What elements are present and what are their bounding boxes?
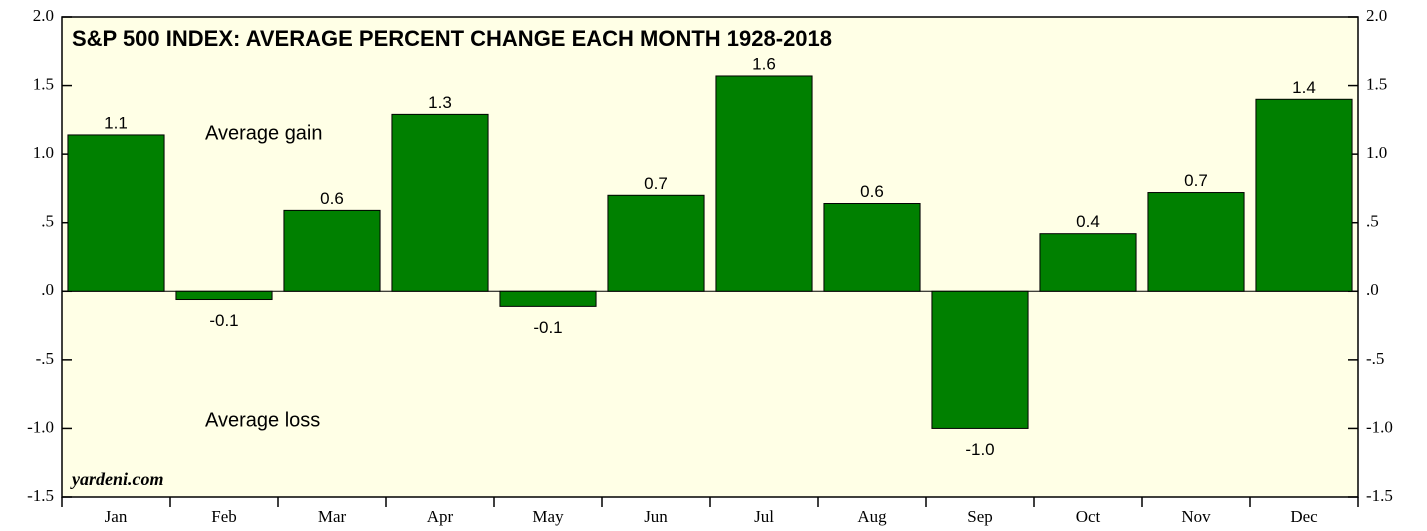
annotation: Average gain (205, 122, 323, 144)
y-tick-label: -.5 (36, 349, 54, 368)
y2-tick-label: 1.5 (1366, 74, 1387, 93)
value-label: -0.1 (533, 318, 562, 337)
bar (607, 194, 705, 292)
y2-tick-label: .5 (1366, 212, 1379, 231)
y2-tick-label: 2.0 (1366, 6, 1387, 25)
x-tick-label: Jan (105, 507, 128, 526)
annotation: Average loss (205, 409, 320, 431)
y-tick-label: 1.0 (33, 143, 54, 162)
y-tick-label: .0 (41, 280, 54, 299)
y2-tick-label: -1.5 (1366, 486, 1393, 505)
bar (823, 203, 921, 292)
x-tick-label: Aug (857, 507, 887, 526)
source: yardeni.com (70, 469, 164, 489)
y-tick-label: -1.0 (27, 417, 54, 436)
y2-tick-label: -.5 (1366, 349, 1384, 368)
x-tick-label: Jun (644, 507, 668, 526)
bar (283, 209, 381, 292)
value-label: 0.6 (860, 182, 884, 201)
bar (1255, 98, 1353, 292)
bar (499, 290, 597, 307)
bar (931, 290, 1029, 429)
x-tick-label: Dec (1290, 507, 1318, 526)
y-tick-label: .5 (41, 212, 54, 231)
chart-title: S&P 500 INDEX: AVERAGE PERCENT CHANGE EA… (72, 26, 832, 51)
bar (67, 134, 165, 292)
x-tick-label: Sep (967, 507, 993, 526)
value-label: 1.1 (104, 113, 128, 132)
y2-tick-label: .0 (1366, 280, 1379, 299)
plot-area (61, 16, 1359, 498)
x-tick-label: Apr (427, 507, 454, 526)
x-tick-label: Oct (1076, 507, 1101, 526)
y2-tick-label: -1.0 (1366, 417, 1393, 436)
y-tick-label: -1.5 (27, 486, 54, 505)
value-label: 0.7 (1184, 171, 1208, 190)
x-tick-label: Mar (318, 507, 347, 526)
x-tick-label: May (532, 507, 564, 526)
y2-tick-label: 1.0 (1366, 143, 1387, 162)
y-tick-label: 2.0 (33, 6, 54, 25)
bar (715, 75, 813, 292)
bar (175, 290, 273, 301)
x-tick-label: Nov (1181, 507, 1211, 526)
value-label: 1.4 (1292, 78, 1316, 97)
bar (1147, 192, 1245, 292)
value-label: 1.3 (428, 93, 452, 112)
bar (1039, 233, 1137, 292)
y-tick-label: 1.5 (33, 74, 54, 93)
x-tick-label: Jul (754, 507, 774, 526)
value-label: 0.6 (320, 189, 344, 208)
value-label: 0.7 (644, 174, 668, 193)
value-label: -1.0 (965, 440, 994, 459)
value-label: 1.6 (752, 54, 776, 73)
value-label: -0.1 (209, 311, 238, 330)
x-tick-label: Feb (211, 507, 237, 526)
value-label: 0.4 (1076, 212, 1100, 231)
bar (391, 113, 489, 292)
